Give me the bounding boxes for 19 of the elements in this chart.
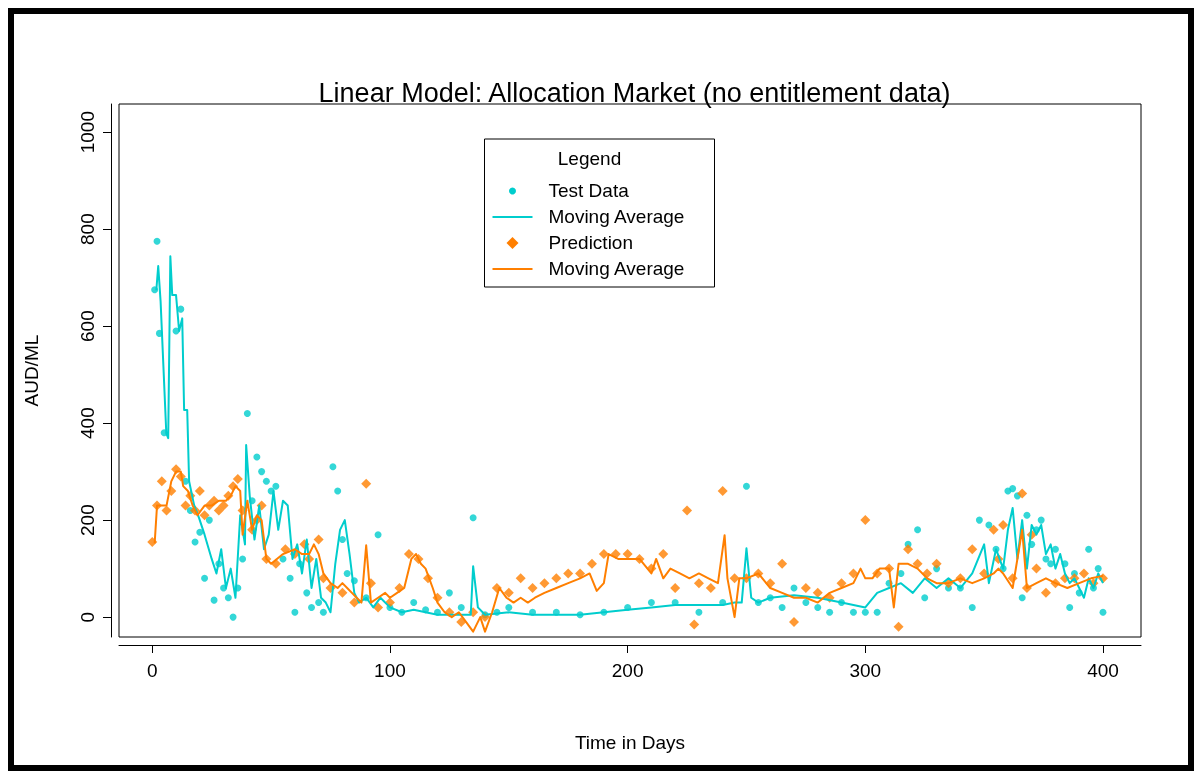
x-tick-label: 100 [374,660,406,681]
legend-title: Legend [557,148,622,169]
x-tick-label: 400 [1087,660,1119,681]
legend-label: Test Data [548,180,630,201]
y-tick-label: 0 [77,611,98,623]
legend-label: Prediction [548,232,633,253]
legend-label: Moving Average [548,206,685,227]
y-tick-label: 200 [77,504,98,536]
y-tick-label: 400 [77,407,98,439]
y-axis-title: AUD/ML [21,334,42,407]
x-axis-title: Time in Days [574,732,686,753]
x-tick-label: 0 [146,660,158,681]
x-tick-label: 300 [849,660,882,681]
chart-title: Linear Model: Allocation Market (no entitlement data) [318,77,951,108]
y-tick-label: 800 [77,213,98,245]
legend-label: Moving Average [548,258,685,279]
y-tick-label: 600 [77,310,98,342]
y-tick-label: 1000 [77,110,98,154]
x-tick-label: 200 [611,660,644,681]
